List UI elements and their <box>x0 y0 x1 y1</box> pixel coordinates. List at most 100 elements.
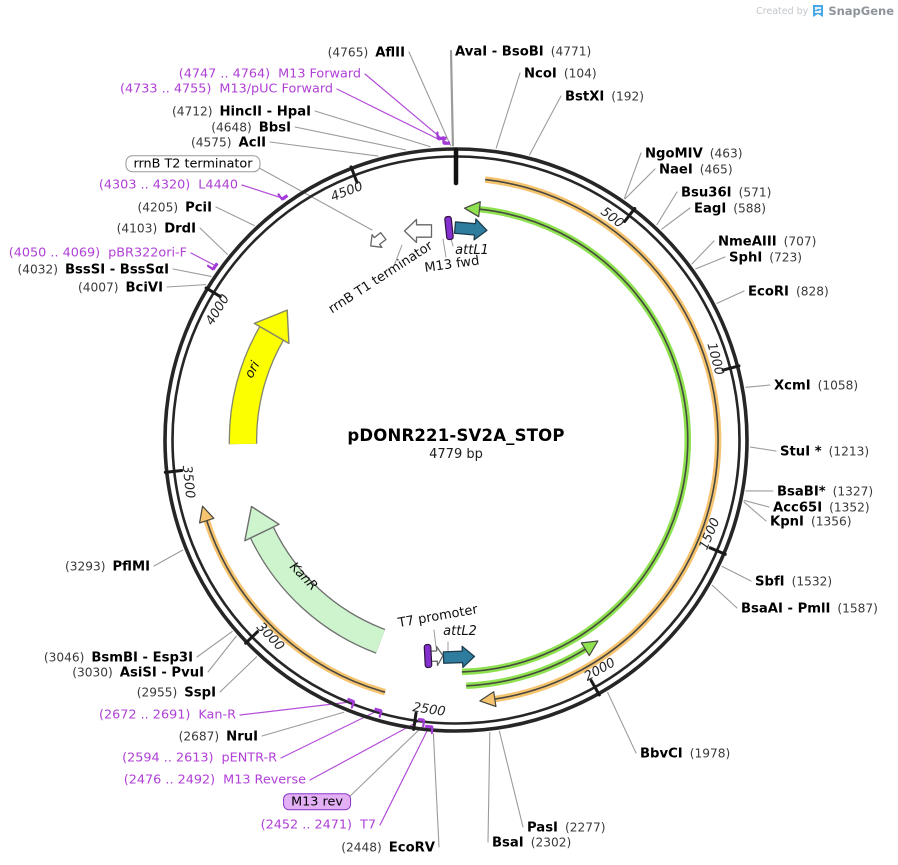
enzyme-label-EcoRV[interactable]: (2448) EcoRV <box>341 840 435 856</box>
cds-arc-short-arrowhead[interactable] <box>580 640 599 657</box>
gene-arc-left-arrowhead[interactable] <box>199 505 215 524</box>
enzyme-label-AsiSI-PvuI[interactable]: (3030) AsiSI - PvuI <box>72 665 204 681</box>
enzyme-label-Bsu36I[interactable]: Bsu36I (571) <box>681 185 772 201</box>
leader-line-Acc65I <box>743 499 770 508</box>
leader-line-XcmI <box>745 384 771 388</box>
enzyme-label-NgoMIV[interactable]: NgoMIV (463) <box>645 146 743 162</box>
enzyme-label-KpnI[interactable]: KpnI (1356) <box>770 514 852 530</box>
feature-leader-line-2 <box>393 244 403 267</box>
leader-line-m13-rev <box>345 724 425 801</box>
enzyme-label-BbsI[interactable]: (4648) BbsI <box>211 120 291 136</box>
feature-label-attl2[interactable]: attL2 <box>443 624 477 640</box>
enzyme-label-BbvCI[interactable]: BbvCI (1978) <box>640 746 731 762</box>
enzyme-label-PciI[interactable]: (4205) PciI <box>137 200 212 216</box>
leader-line-DrdI <box>199 227 228 255</box>
attl1-arrow[interactable] <box>453 217 488 241</box>
enzyme-label-EagI[interactable]: EagI (588) <box>694 201 767 217</box>
leader-line-pENTR-R <box>280 710 378 759</box>
primer-mark-hook-L4440 <box>277 193 284 201</box>
primer-label-M13/pUCForward[interactable]: (4733 .. 4755) M13/pUC Forward <box>120 81 333 97</box>
primer-label-L4440[interactable]: (4303 .. 4320) L4440 <box>98 177 238 193</box>
leader-line-AflII <box>408 51 452 147</box>
kanr-arrow-arrowhead[interactable] <box>244 505 280 542</box>
rrnb-t2-terminator-arrow[interactable] <box>366 230 388 252</box>
enzyme-label-BciVI[interactable]: (4007) BciVI <box>77 280 163 296</box>
primer-label-pENTR-R[interactable]: (2594 .. 2613) pENTR-R <box>122 750 277 766</box>
enzyme-label-SspI[interactable]: (2955) SspI <box>136 685 216 701</box>
leader-line-NaeI <box>624 168 656 200</box>
tick-mark-2000 <box>589 679 601 697</box>
enzyme-label-SbfI[interactable]: SbfI (1532) <box>755 574 833 590</box>
primer-label-T7[interactable]: (2452 .. 2471) T7 <box>260 817 376 833</box>
gene-arc-left-band[interactable] <box>203 519 386 696</box>
enzyme-label-NaeI[interactable]: NaeI (465) <box>659 162 733 178</box>
enzyme-label-Acc65I[interactable]: Acc65I (1352) <box>773 500 870 516</box>
tick-mark-500 <box>623 206 637 224</box>
tick-mark-3500 <box>163 469 184 474</box>
enzyme-label-NmeAIII[interactable]: NmeAIII (707) <box>718 234 817 250</box>
boxed-label-rrnB-T2-terminator[interactable]: rrnB T2 terminator <box>125 155 261 173</box>
primer-label-M13Forward[interactable]: (4747 .. 4764) M13 Forward <box>178 66 361 82</box>
enzyme-label-PflMI[interactable]: (3293) PflMI <box>64 559 150 575</box>
enzyme-label-BsmBI-Esp3I[interactable]: (3046) BsmBI - Esp3I <box>43 650 193 666</box>
leader-line-BsmBI - Esp3I <box>196 630 233 658</box>
enzyme-label-PasI[interactable]: PasI (2277) <box>527 820 606 836</box>
kanr-arrow-body[interactable] <box>251 527 385 653</box>
leader-line-BssSI - BssSαI <box>172 268 212 278</box>
leader-line-T7 <box>379 726 430 826</box>
gene-arc-left-line <box>205 520 386 693</box>
enzyme-label-HincII-HpaI[interactable]: (4712) HincII - HpaI <box>171 104 311 120</box>
t7-promoter-arrow[interactable] <box>430 645 444 667</box>
enzyme-label-BsaAI-PmlI[interactable]: BsaAI - PmlI (1587) <box>741 601 878 617</box>
feature-leader-line-0 <box>450 238 454 247</box>
leader-line-M13 Forward <box>364 73 448 144</box>
primer-label-pBR322ori-F[interactable]: (4050 .. 4069) pBR322ori-F <box>8 245 187 261</box>
leader-line-NcoI <box>495 72 521 149</box>
leader-line-SphI <box>695 256 726 270</box>
leader-line-BstXI <box>529 95 562 156</box>
feature-label-attl1[interactable]: attL1 <box>455 243 489 259</box>
enzyme-label-SphI[interactable]: SphI (723) <box>729 250 803 266</box>
feature-leader-line-1 <box>442 238 447 258</box>
tick-mark-4500 <box>349 165 359 184</box>
primer-label-M13Reverse[interactable]: (2476 .. 2492) M13 Reverse <box>123 772 306 788</box>
leader-line-AsiSI - PvuI <box>207 635 237 673</box>
ori-arrow-body[interactable] <box>229 326 283 445</box>
enzyme-label-BsaBI*[interactable]: BsaBI* (1327) <box>777 484 874 500</box>
ori-arrow-arrowhead[interactable] <box>253 309 290 345</box>
snapgene-logo-icon <box>813 5 824 17</box>
primer-label-Kan-R[interactable]: (2672 .. 2691) Kan-R <box>98 707 236 723</box>
leader-line-L4440 <box>241 184 286 200</box>
enzyme-label-DrdI[interactable]: (4103) DrdI <box>116 221 196 237</box>
leader-line-PasI <box>498 730 524 828</box>
enzyme-label-AvaI-BsoBI[interactable]: AvaI - BsoBI (4771) <box>455 44 592 60</box>
cds-arc-long-arrowhead[interactable] <box>463 201 481 218</box>
leader-line-AclI <box>269 141 379 157</box>
enzyme-label-NruI[interactable]: (2687) NruI <box>178 729 258 745</box>
leader-line-PflMI <box>153 549 184 567</box>
enzyme-label-XcmI[interactable]: XcmI (1058) <box>774 378 859 394</box>
enzyme-label-StuI*[interactable]: StuI * (1213) <box>780 444 870 460</box>
boxed-label-m13-rev[interactable]: M13 rev <box>283 793 351 811</box>
rrnb-t1-terminator-arrow[interactable] <box>403 218 433 244</box>
snapgene-watermark: Created by SnapGene <box>756 4 894 18</box>
enzyme-label-BsaI[interactable]: BsaI (2302) <box>492 835 572 851</box>
gene-arc-right-arrowhead[interactable] <box>479 691 497 708</box>
enzyme-label-BstXI[interactable]: BstXI (192) <box>565 89 645 105</box>
attl2-arrow[interactable] <box>442 645 476 669</box>
plasmid-name: pDONR221-SV2A_STOP <box>347 426 565 445</box>
attl1-site-bar[interactable] <box>444 215 454 241</box>
leader-line-NmeAIII <box>691 240 715 265</box>
gene-arc-right-line <box>485 178 719 700</box>
plasmid-title-block: pDONR221-SV2A_STOP 4779 bp <box>347 426 564 462</box>
feature-leader-line-3 <box>433 629 437 648</box>
enzyme-label-BssSI-BssSαI[interactable]: (4032) BssSI - BssSαI <box>17 262 169 278</box>
attl2-site-bar[interactable] <box>423 643 433 669</box>
cds-arc-short-line <box>466 648 586 687</box>
leader-line-M13 Reverse <box>309 719 422 781</box>
enzyme-label-AflII[interactable]: (4765) AflII <box>327 45 405 61</box>
enzyme-label-NcoI[interactable]: NcoI (104) <box>524 66 597 82</box>
enzyme-label-EcoRI[interactable]: EcoRI (828) <box>748 284 829 300</box>
enzyme-label-AclI[interactable]: (4575) AclI <box>191 135 266 151</box>
